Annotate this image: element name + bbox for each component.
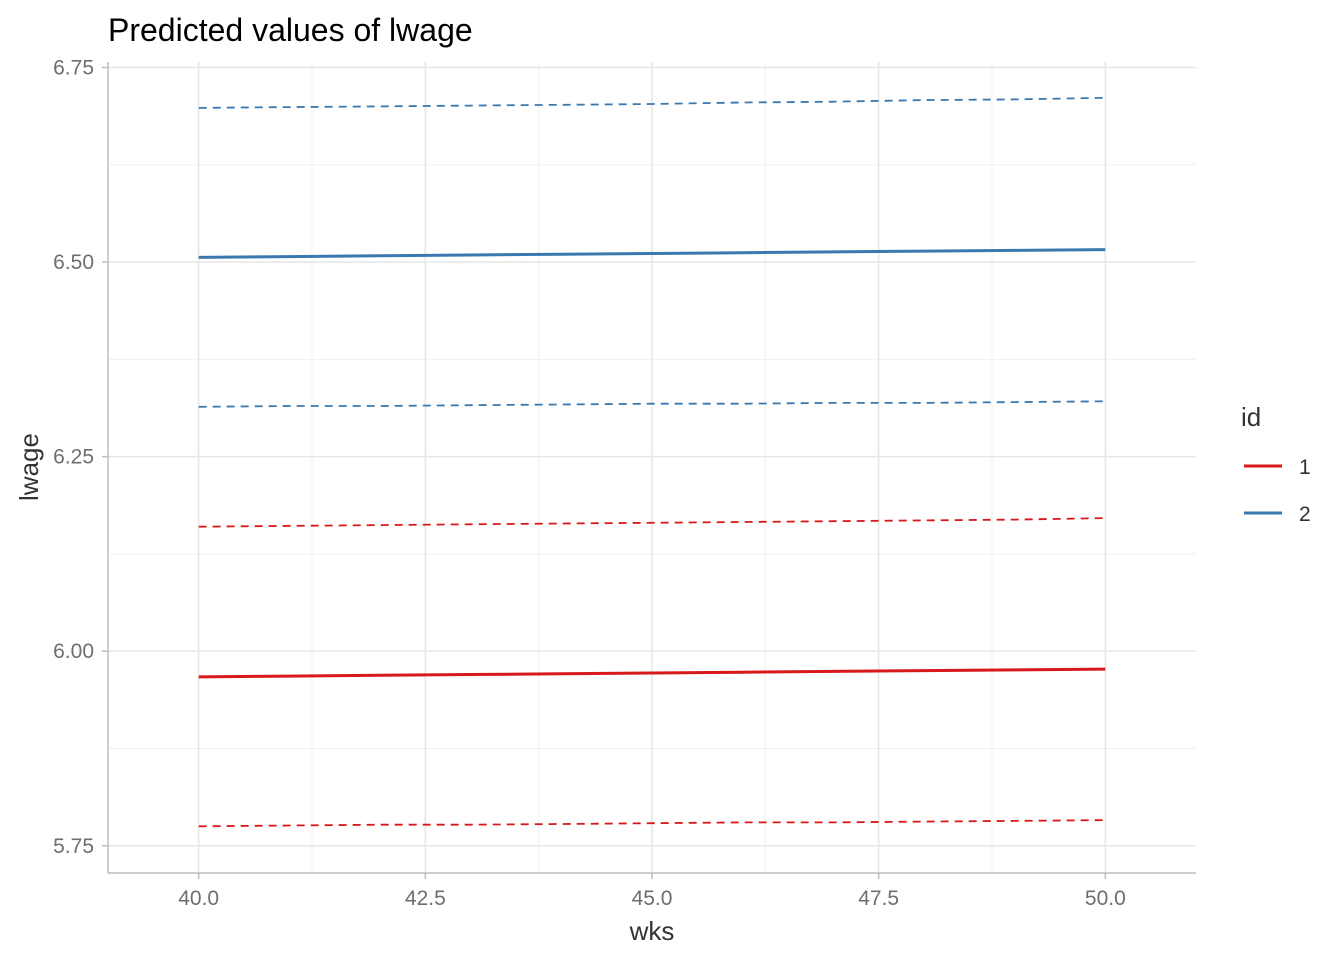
series-lines [198,96,1106,828]
x-tick-label: 42.5 [405,887,446,910]
legend: id 12 [1241,402,1311,526]
y-tick-label: 6.00 [53,640,94,663]
y-axis-ticks: 5.75 6.00 6.25 6.50 6.75 [53,56,108,858]
y-axis-label: lwage [14,433,44,501]
grid [108,62,1196,873]
series-1-lower-ci-line [198,819,1106,828]
x-tick-label: 45.0 [632,887,673,910]
x-tick-label: 40.0 [178,887,219,910]
y-tick-label: 5.75 [53,835,94,858]
legend-items: 12 [1244,456,1311,526]
y-tick-label: 6.25 [53,446,94,469]
x-tick-label: 50.0 [1085,887,1126,910]
series-2-line [198,248,1106,259]
legend-title: id [1241,402,1261,432]
x-axis-label: wks [629,916,675,946]
series-1-upper-ci-line [198,517,1106,528]
x-tick-label: 47.5 [858,887,899,910]
chart-title: Predicted values of lwage [108,12,473,48]
legend-label-1: 1 [1299,456,1311,479]
series-1-line [198,667,1106,679]
x-axis-ticks: 40.0 42.5 45.0 47.5 50.0 [178,873,1126,910]
series-2-upper-ci-line [198,96,1106,109]
series-2-lower-ci-line [198,400,1106,408]
y-tick-label: 6.50 [53,251,94,274]
y-tick-label: 6.75 [53,56,94,79]
legend-label-2: 2 [1299,503,1311,526]
